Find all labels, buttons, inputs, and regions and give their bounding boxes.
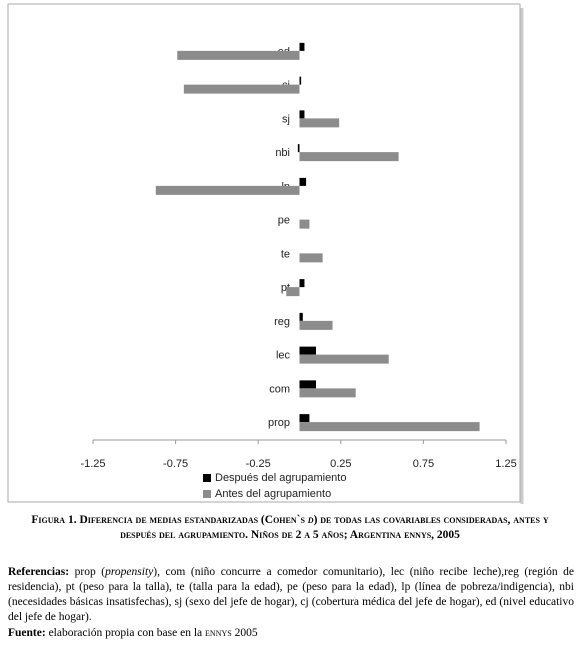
bar	[299, 388, 356, 398]
bar	[299, 346, 317, 355]
bar	[299, 152, 399, 162]
references-label: Referencias:	[8, 566, 70, 578]
x-tick-label: 0.25	[330, 458, 351, 470]
bar	[299, 422, 480, 432]
legend-label: Después del agrupamiento	[215, 472, 346, 484]
bar	[299, 76, 302, 85]
bar	[297, 144, 300, 153]
bar	[155, 185, 300, 195]
x-tick-label: 0.75	[413, 458, 434, 470]
bar	[177, 50, 300, 60]
caption-text: Diferencia de medias estandarizadas (Coh…	[79, 514, 308, 526]
bar	[299, 118, 340, 128]
bar	[286, 287, 300, 297]
y-tick-label: nbi	[275, 147, 290, 159]
legend-swatch	[203, 490, 211, 498]
legend-swatch	[203, 474, 211, 482]
bar	[299, 110, 305, 119]
y-tick-label: com	[269, 383, 290, 395]
y-tick-label: sj	[282, 113, 290, 125]
bar	[299, 253, 323, 263]
x-tick-label: -0.75	[163, 458, 188, 470]
references-text: ), com (niño concurre a comedor comunita…	[8, 566, 574, 623]
bar	[183, 84, 300, 94]
y-tick-label: lec	[276, 350, 291, 362]
references: Referencias: prop (propensity), com (niñ…	[8, 565, 574, 625]
source-text: elaboración propia con base en la	[48, 627, 206, 639]
y-tick-label: prop	[268, 417, 290, 429]
legend-label: Antes del agrupamiento	[215, 488, 331, 500]
source-label: Fuente:	[8, 627, 46, 639]
bar	[299, 414, 310, 423]
bar	[299, 354, 389, 364]
x-tick-label: 1.25	[495, 458, 516, 470]
bar	[299, 279, 305, 288]
caption: Figura 1. Diferencia de medias estandari…	[20, 513, 560, 543]
bar	[299, 219, 310, 229]
references-text: prop (	[74, 566, 106, 578]
caption-text: ) de todas las covariables consideradas,…	[120, 514, 549, 541]
x-tick-label: -1.25	[80, 458, 105, 470]
caption-label: Figura 1.	[31, 514, 77, 526]
references-italic: propensity	[105, 566, 154, 578]
bar	[299, 380, 317, 389]
chart: -1.25-0.75-0.250.250.751.25edcjsjnbilppe…	[7, 3, 524, 504]
source: Fuente: elaboración propia con base en l…	[8, 627, 258, 639]
x-tick-label: -0.25	[246, 458, 271, 470]
y-tick-label: pt	[281, 282, 290, 294]
bar	[299, 312, 303, 321]
source-small-caps: ennys	[205, 627, 232, 639]
y-tick-label: reg	[274, 316, 290, 328]
source-text: 2005	[231, 627, 258, 639]
y-tick-label: pe	[278, 215, 290, 227]
caption-italic: d	[307, 514, 314, 526]
bar	[299, 320, 333, 330]
y-tick-label: te	[281, 248, 290, 260]
bar	[299, 177, 307, 186]
bar	[299, 42, 305, 51]
